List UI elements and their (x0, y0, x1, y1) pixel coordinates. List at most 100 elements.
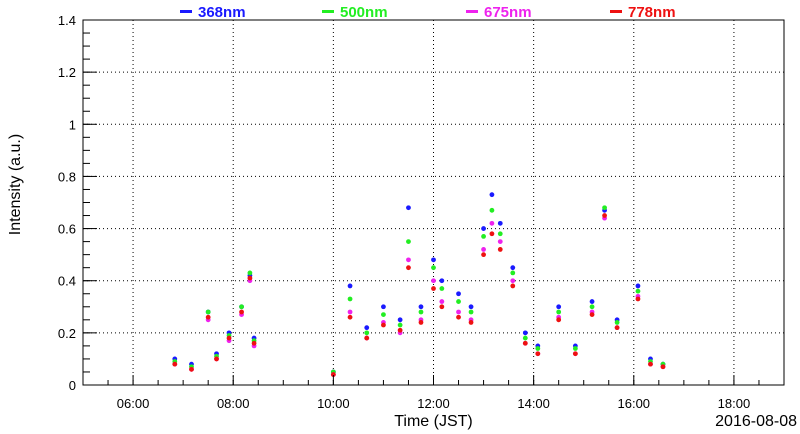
data-point-778nm (535, 351, 541, 357)
data-point-778nm (418, 320, 424, 325)
data-point-500nm (247, 270, 253, 276)
data-point-500nm (364, 330, 370, 336)
data-point-500nm (431, 265, 436, 271)
data-point-675nm (456, 309, 461, 315)
data-point-778nm (439, 304, 445, 310)
legend-item: 675nm (466, 4, 532, 21)
data-point-368nm (431, 257, 436, 263)
x-tick-label: 06:00 (117, 396, 150, 411)
data-point-500nm (481, 233, 486, 239)
data-point-500nm (535, 346, 541, 351)
data-point-500nm (522, 335, 528, 341)
data-point-368nm (510, 265, 516, 271)
data-point-778nm (347, 314, 353, 320)
data-point-500nm (497, 231, 503, 237)
data-point-778nm (556, 317, 562, 323)
data-point-778nm (648, 361, 653, 367)
legend: 368nm 500nm 675nm 778nm (180, 4, 676, 21)
data-point-368nm (489, 192, 495, 198)
data-point-675nm (497, 239, 503, 245)
y-tick-label: 0.6 (58, 222, 76, 237)
data-point-500nm (406, 239, 411, 245)
data-point-500nm (602, 205, 607, 211)
y-tick-label: 1.4 (58, 13, 76, 28)
data-point-675nm (431, 278, 436, 284)
data-point-368nm (468, 304, 474, 310)
data-point-368nm (556, 304, 562, 310)
data-point-778nm (251, 340, 257, 346)
data-point-778nm (456, 314, 461, 320)
y-axis-label: Intensity (a.u.) (7, 134, 24, 235)
data-point-368nm (589, 299, 595, 304)
data-point-778nm (247, 275, 253, 281)
data-point-500nm (589, 304, 595, 310)
data-point-500nm (456, 299, 461, 304)
x-tick-label: 08:00 (217, 396, 250, 411)
data-point-500nm (239, 304, 244, 310)
data-point-368nm (635, 283, 641, 289)
data-point-778nm (635, 296, 641, 302)
legend-swatch (180, 10, 192, 13)
data-point-778nm (660, 364, 666, 370)
data-point-500nm (397, 322, 403, 328)
data-point-368nm (456, 291, 461, 297)
data-point-368nm (347, 283, 353, 289)
data-point-500nm (614, 320, 620, 325)
data-point-675nm (439, 299, 445, 304)
data-point-778nm (214, 356, 219, 362)
data-point-778nm (226, 335, 232, 341)
data-point-500nm (205, 309, 211, 315)
data-point-778nm (189, 366, 194, 372)
y-tick-label: 0 (69, 378, 76, 393)
data-point-500nm (572, 346, 578, 351)
x-axis-label: Time (JST) (394, 413, 473, 430)
data-point-778nm (172, 361, 178, 367)
data-point-778nm (364, 335, 370, 341)
data-point-368nm (497, 220, 503, 226)
y-tick-label: 0.4 (58, 274, 76, 289)
x-tick-label: 14:00 (517, 396, 550, 411)
data-point-778nm (589, 312, 595, 318)
data-point-500nm (510, 270, 516, 276)
grid (83, 20, 784, 385)
data-point-778nm (522, 340, 528, 346)
data-point-675nm (510, 278, 516, 284)
data-point-675nm (489, 220, 495, 226)
data-point-368nm (522, 330, 528, 336)
data-point-500nm (347, 296, 353, 302)
data-point-500nm (418, 309, 424, 315)
data-point-675nm (347, 309, 353, 315)
data-point-500nm (381, 312, 386, 318)
y-tick-label: 0.2 (58, 326, 76, 341)
data-point-368nm (364, 325, 370, 331)
data-point-675nm (406, 257, 411, 263)
legend-swatch (466, 10, 478, 13)
data-point-368nm (381, 304, 386, 310)
data-point-500nm (468, 309, 474, 315)
data-point-500nm (556, 309, 562, 315)
data-point-500nm (439, 286, 445, 291)
x-tick-label: 18:00 (718, 396, 751, 411)
x-tick-label: 16:00 (618, 396, 651, 411)
data-point-500nm (489, 207, 495, 213)
data-point-778nm (205, 314, 211, 320)
data-point-500nm (635, 288, 641, 294)
date-label: 2016-08-08 (715, 413, 797, 430)
data-point-778nm (239, 309, 244, 315)
legend-item: 500nm (322, 4, 388, 21)
legend-label: 675nm (484, 4, 532, 21)
legend-label: 778nm (628, 4, 676, 21)
data-point-778nm (614, 325, 620, 331)
data-point-368nm (439, 278, 445, 284)
y-tick-label: 0.8 (58, 169, 76, 184)
data-point-778nm (330, 372, 336, 377)
data-point-368nm (406, 205, 411, 211)
x-tick-label: 10:00 (317, 396, 350, 411)
data-point-778nm (406, 265, 411, 271)
x-tick-label: 12:00 (417, 396, 450, 411)
legend-item: 368nm (180, 4, 246, 21)
data-point-778nm (468, 320, 474, 325)
data-point-778nm (602, 213, 607, 218)
data-point-368nm (418, 304, 424, 310)
